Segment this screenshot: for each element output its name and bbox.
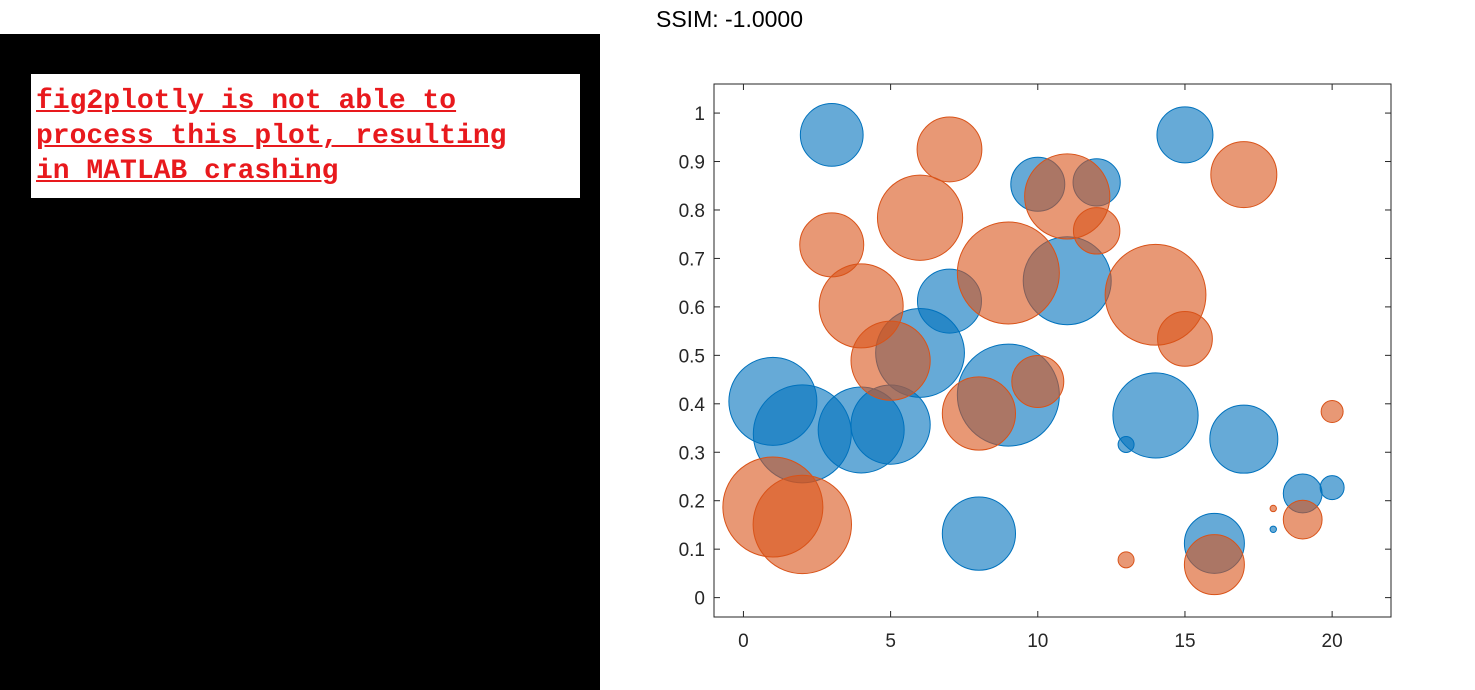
bubble-series-2-point-20: [1320, 400, 1344, 424]
y-tick-label: 0.1: [679, 540, 705, 561]
error-panel: fig2plotly is not able to process this p…: [0, 34, 600, 690]
error-message-box: fig2plotly is not able to process this p…: [31, 74, 580, 198]
bubble-series-2-point-15: [1157, 310, 1213, 367]
y-tick-label: 0.7: [679, 249, 705, 270]
axes-box: [713, 83, 1392, 618]
x-tick-label: 5: [885, 631, 896, 652]
bubble-series-1-point-18: [1269, 525, 1277, 533]
bubble-series-1-point-15: [1156, 106, 1214, 164]
bubble-series-2-point-5: [850, 320, 931, 401]
bubble-series-2-point-6: [876, 174, 964, 261]
x-tick-label: 0: [738, 631, 749, 652]
y-tick-label: 0.9: [679, 153, 705, 174]
bubble-layer: [722, 102, 1345, 596]
ssim-score-label: SSIM: -1.0000: [656, 6, 804, 32]
x-tick-label: 10: [1027, 631, 1048, 652]
bubble-series-2-point-16: [1183, 534, 1245, 596]
bubble-series-1-point-8: [941, 496, 1017, 571]
bubble-series-2-point-17: [1210, 141, 1278, 209]
bubble-series-2-point-9: [956, 221, 1060, 325]
y-tick-label: 0.6: [679, 298, 705, 319]
x-tick-label: 20: [1322, 631, 1343, 652]
bubble-series-1-point-14: [1112, 372, 1199, 459]
bubble-series-2-point-12: [1072, 207, 1121, 255]
bubble-series-2-point-10: [1011, 355, 1065, 409]
y-tick-label: 0.3: [679, 443, 705, 464]
x-tick-label: 15: [1174, 631, 1195, 652]
tick-layer: 0 5 10 15 20 0 0.1 0.2 0.3 0.4 0.5 0.6 0.7 0.8 0.9 1: [679, 84, 1391, 652]
y-tick-label: 0.2: [679, 492, 705, 513]
y-tick-label: 0: [694, 589, 705, 610]
error-message-text: fig2plotly is not able to process this p…: [36, 86, 507, 187]
bubble-series-2-point-8: [941, 376, 1017, 451]
y-tick-label: 0.4: [679, 395, 706, 416]
bubble-series-2-point-19: [1282, 499, 1323, 540]
bubble-series-1-point-3: [799, 102, 864, 167]
bubble-series-1-point-20: [1319, 475, 1345, 501]
y-tick-label: 0.8: [679, 201, 705, 222]
bubble-series-2-point-13: [1117, 551, 1135, 569]
bubble-series-2-point-18: [1269, 504, 1277, 513]
bubble-series-1-point-17: [1209, 404, 1279, 474]
y-tick-label: 1: [694, 104, 705, 125]
bubble-series-2-point-7: [916, 116, 983, 183]
y-tick-label: 0.5: [679, 346, 705, 367]
bubble-series-2-point-2: [752, 474, 853, 575]
